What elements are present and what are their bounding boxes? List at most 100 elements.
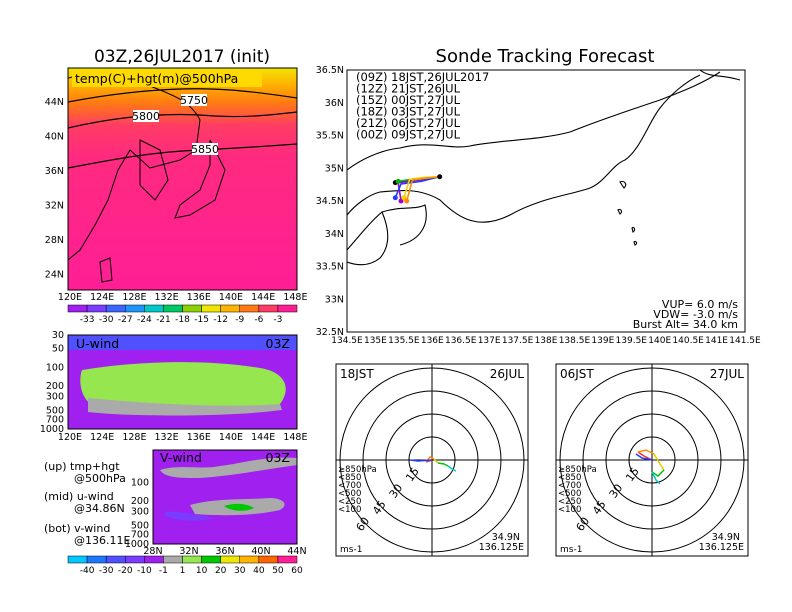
island-4 <box>633 240 638 246</box>
temp-colorbar-swatch <box>220 304 241 313</box>
tracking-lon-tick: 141.5E <box>729 336 761 346</box>
vwind-p-tick: 100 <box>131 477 149 488</box>
hodograph-level-label: <500 <box>558 489 581 499</box>
map-lat-tick: 24N <box>45 270 64 281</box>
wind-colorbar-label: 40 <box>253 566 265 576</box>
tracking-lon-tick: 139.5E <box>616 336 648 346</box>
temp-colorbar-label: -21 <box>156 315 171 325</box>
wind-colorbar-labels: -40 -30 -20 -10 -1 1 10 20 30 40 50 60 <box>80 566 303 576</box>
hodograph-trace <box>637 451 653 461</box>
uwind-frame <box>67 334 298 430</box>
contour-label: 5850 <box>191 143 219 156</box>
uwind-lon-tick: 124E <box>90 432 114 443</box>
temp-colorbar-swatch <box>258 304 279 313</box>
wind-colorbar-swatch <box>86 555 107 564</box>
wind-colorbar-label: 60 <box>291 566 303 576</box>
vwind-lat-ticks: 28N 32N 36N 40N 44N <box>143 546 306 557</box>
map-lat-tick: 44N <box>45 97 64 108</box>
temp-colorbar <box>67 304 298 313</box>
track-endpoint <box>398 198 404 204</box>
vdw-text: VDW= -3.0 m/s <box>653 308 738 321</box>
wind-colorbar-label: -1 <box>159 566 168 576</box>
vwind-lat-tick: 32N <box>179 546 198 557</box>
hodograph-level-label: <100 <box>558 505 581 515</box>
wind-colorbar-label: -20 <box>118 566 133 576</box>
uwind-p-tick: 500 <box>46 405 64 416</box>
panel-note: @136.11E <box>74 534 130 547</box>
hodograph-level-label: <100 <box>338 505 361 515</box>
tracking-lat-tick: 32.5N <box>316 327 344 338</box>
hodograph-trace <box>653 453 665 471</box>
panel-note: @34.86N <box>74 502 125 515</box>
wind-colorbar-swatch <box>239 555 260 564</box>
track-line <box>405 175 440 202</box>
hodograph-trace <box>433 458 439 464</box>
wind-colorbar-swatch <box>182 555 202 564</box>
panel-note: @500hPa <box>74 472 126 485</box>
hodograph-level-label: ≥850hPa <box>338 465 377 475</box>
wind-colorbar-swatch <box>201 555 221 564</box>
contour-label-bg <box>192 143 218 155</box>
wind-colorbar-swatch <box>220 555 241 564</box>
map-lat-tick: 32N <box>45 201 64 212</box>
uwind-lon-ticks: 120E 124E 128E 132E 136E 140E 144E 148E <box>58 432 308 443</box>
temp-colorbar-label: -6 <box>254 315 263 325</box>
hodograph-left-label: 18JST <box>340 367 374 381</box>
wind-colorbar-swatch <box>144 555 164 564</box>
uwind-weak-area <box>88 398 282 416</box>
uwind-p-tick: 100 <box>46 362 64 373</box>
island-2 <box>617 208 623 215</box>
temp-colorbar-swatch <box>144 304 164 313</box>
tracking-lon-tick: 138.5E <box>559 336 591 346</box>
korea-coastline <box>139 139 169 201</box>
track-endpoint <box>392 195 398 201</box>
contour-5800-line <box>68 111 297 129</box>
hodograph-level-label: <700 <box>558 481 581 491</box>
vwind-positive-area <box>224 503 254 511</box>
wind-colorbar-swatch <box>105 555 126 564</box>
map-lon-tick: 148E <box>283 292 307 303</box>
tracking-lat-tick: 35N <box>325 163 344 174</box>
wind-colorbar-label: 20 <box>215 566 227 576</box>
temp-colorbar-label: -30 <box>99 315 114 325</box>
hodograph-trace <box>635 453 653 461</box>
uwind-p-tick: 50 <box>52 344 64 355</box>
uwind-lon-tick: 120E <box>58 432 82 443</box>
map-lon-tick: 136E <box>187 292 211 303</box>
japan-coast <box>347 70 741 266</box>
temp-colorbar-swatch <box>105 304 126 313</box>
hodograph-level-label: <850 <box>558 473 581 483</box>
hodograph-lon: 136.125E <box>699 542 744 553</box>
temp-colorbar-label: -24 <box>137 315 152 325</box>
vup-text: VUP= 6.0 m/s <box>662 298 738 311</box>
temp-colorbar-swatch <box>125 304 145 313</box>
hodograph-level-label: <250 <box>338 497 361 507</box>
uwind-panel: U-wind 03Z <box>67 334 298 430</box>
legend-entry: (15Z) 00JST,27JUL <box>356 93 461 107</box>
legend-entry: (21Z) 06JST,27JUL <box>356 116 461 130</box>
temp-colorbar-swatch <box>277 304 298 313</box>
hodograph-lat: 34.9N <box>712 532 740 543</box>
panel-note: (bot) v-wind <box>44 522 110 535</box>
uwind-p-tick: 300 <box>46 392 64 403</box>
kii-peninsula <box>381 204 427 246</box>
map-lon-tick: 120E <box>58 292 82 303</box>
tracking-lat-tick: 34N <box>325 229 344 240</box>
tracking-lat-tick: 36N <box>325 98 344 109</box>
tracking-lon-tick: 138E <box>535 336 558 346</box>
vwind-p-tick: 500 <box>131 520 149 531</box>
map-lon-ticks: 120E 124E 128E 132E 136E 140E 144E 148E <box>58 292 308 303</box>
island-1 <box>619 180 627 189</box>
tracking-frame <box>346 69 746 333</box>
legend-entry: (09Z) 18JST,26JUL2017 <box>356 70 489 84</box>
map-frame <box>67 67 298 291</box>
hodograph-trace <box>637 449 655 455</box>
tracking-lon-tick: 136E <box>421 336 444 346</box>
map-label: temp(C)+hgt(m)@500hPa <box>75 71 238 86</box>
tracking-lon-tick: 135E <box>364 336 387 346</box>
